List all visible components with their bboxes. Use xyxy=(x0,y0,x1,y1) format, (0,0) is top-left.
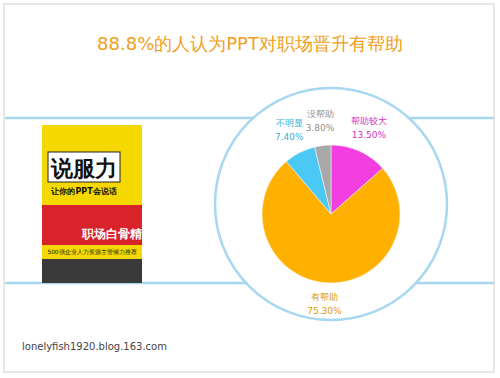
cover-title: 说服力 xyxy=(50,156,117,181)
slice-category: 不明显 xyxy=(276,118,303,128)
labels: 帮助较大 13.50% 有帮助 75.30% 不明显 7.40% 没帮助 3.80% xyxy=(275,109,387,316)
data-label: 13.50% xyxy=(352,130,387,140)
title: 88.8%的人认为PPT对职场晋升有帮助 xyxy=(97,33,403,54)
data-label: 75.30% xyxy=(307,306,342,316)
cover-title-box xyxy=(48,152,120,182)
cover-band xyxy=(42,205,142,245)
cover-image xyxy=(42,259,142,283)
slice-category: 帮助较大 xyxy=(351,116,387,126)
book-cover: 说服力让你的PPT会说话职场白骨精 500强企业人力资源主管倾力推荐 xyxy=(42,125,142,283)
slice-category: 没帮助 xyxy=(307,109,334,119)
slide-frame xyxy=(4,4,494,372)
cover-subtitle: 让你的PPT会说话 xyxy=(50,187,116,196)
data-label: 7.40% xyxy=(275,132,304,142)
cover-tagline: 职场白骨精 xyxy=(81,227,142,241)
pie xyxy=(262,145,400,283)
footer: lonelyfish1920.blog.163.com xyxy=(22,341,167,352)
slice xyxy=(315,145,331,214)
slice-category: 有帮助 xyxy=(311,292,338,302)
cover-bg xyxy=(42,125,142,283)
band-line xyxy=(5,117,494,120)
slide: 88.8%的人认为PPT对职场晋升有帮助帮助较大 13.50% 有帮助 75.30% 不… xyxy=(0,0,500,378)
data-label: 3.80% xyxy=(306,123,335,133)
ring xyxy=(215,88,447,320)
cover-note: 500强企业人力资源主管倾力推荐 xyxy=(47,248,136,255)
